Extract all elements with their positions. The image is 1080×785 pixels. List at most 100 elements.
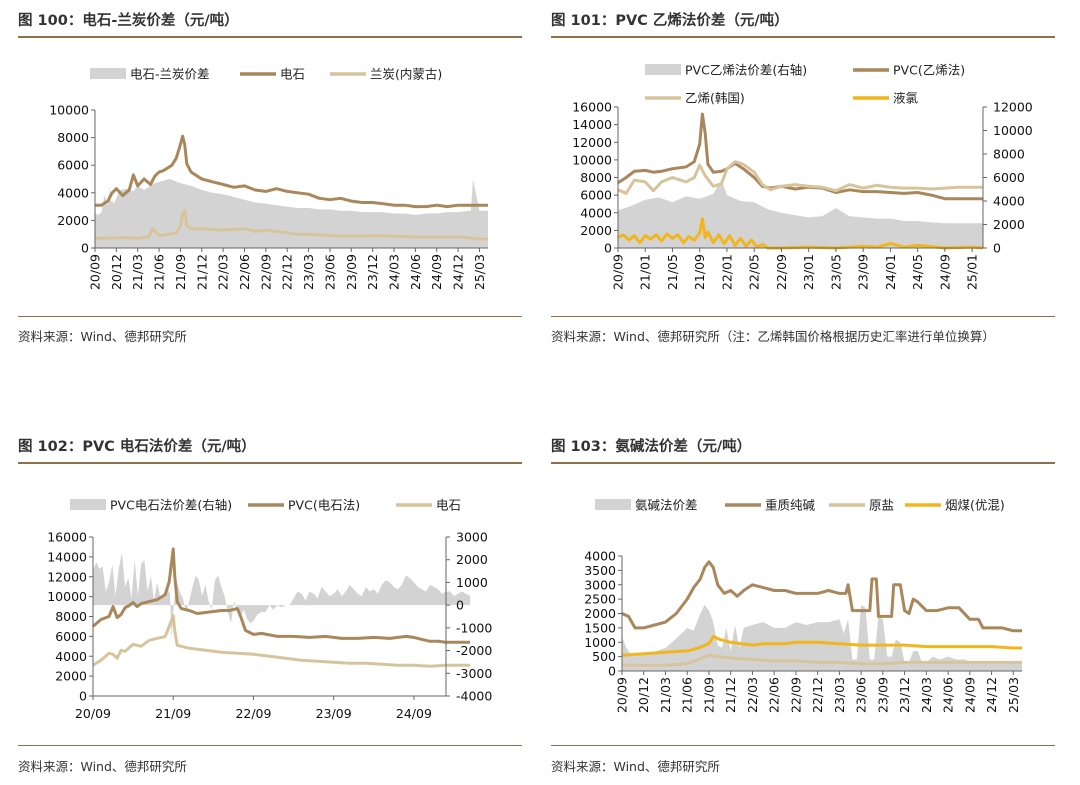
x-tick-label: 21/03 [130, 254, 145, 290]
x-tick-label: 21/12 [723, 677, 738, 713]
legend-label: 电石 [436, 498, 461, 513]
source-rule [18, 745, 522, 746]
series-line-1 [617, 112, 983, 201]
x-tick-label: 24/01 [883, 254, 898, 290]
y-tick-label: 1000 [584, 635, 616, 650]
y-tick-label: 2000 [580, 223, 612, 238]
y-tick-label: 4000 [55, 649, 87, 664]
x-tick-label: 23/05 [828, 254, 843, 290]
x-tick-label: 24/05 [910, 254, 925, 290]
legend-label: 原盐 [869, 498, 894, 513]
series-line-2 [92, 614, 471, 668]
legend-swatch [90, 68, 126, 79]
series-line-1 [95, 134, 488, 209]
x-tick-label: 22/09 [258, 254, 273, 290]
y-tick-label: 3000 [584, 577, 616, 592]
x-tick-label: 23/09 [856, 254, 871, 290]
source-rule [18, 316, 522, 317]
legend-label: PVC电石法价差(右轴) [110, 498, 232, 513]
x-tick-label: 23/09 [316, 706, 352, 721]
legend-label: 乙烯(韩国) [685, 91, 745, 106]
y2-tick-label: 2000 [993, 217, 1025, 232]
y-tick-label: 6000 [57, 158, 89, 173]
legend-swatch [595, 499, 631, 510]
figure-title: 图 103：氨碱法价差（元/吨） [551, 439, 752, 455]
series-line-2 [617, 160, 983, 195]
figure-title: 图 102：PVC 电石法价差（元/吨） [18, 439, 256, 455]
figure-title: 图 101：PVC 乙烯法价差（元/吨） [551, 13, 789, 29]
source-note: 资料来源：Wind、德邦研究所 [551, 759, 720, 774]
y-tick-label: 8000 [580, 170, 612, 185]
x-tick-label: 21/09 [173, 254, 188, 290]
title-rule [551, 36, 1055, 38]
series-line-2 [95, 209, 488, 241]
y-tick-label: 2000 [55, 669, 87, 684]
x-tick-label: 22/09 [235, 706, 271, 721]
source-note: 资料来源：Wind、德邦研究所 [18, 759, 187, 774]
x-tick-label: 22/03 [745, 677, 760, 713]
x-tick-label: 24/03 [387, 254, 402, 290]
legend-swatch [70, 499, 106, 510]
y2-tick-label: 6000 [993, 170, 1025, 185]
x-tick-label: 24/12 [984, 677, 999, 713]
x-tick-label: 23/03 [301, 254, 316, 290]
series-area-0 [618, 179, 983, 248]
legend-label: 电石-兰炭价差 [130, 67, 210, 82]
y2-tick-label: 4000 [993, 194, 1025, 209]
x-tick-label: 23/12 [365, 254, 380, 290]
series-area-0 [622, 604, 1022, 671]
legend-label: 兰炭(内蒙古) [370, 67, 442, 82]
title-rule [18, 462, 522, 464]
y-tick-label: 0 [79, 689, 87, 704]
series-area-0 [93, 552, 471, 640]
y-tick-label: 4000 [580, 205, 612, 220]
x-tick-label: 24/09 [937, 254, 952, 290]
source-note: 资料来源：Wind、德邦研究所 [18, 329, 187, 344]
y-tick-label: 500 [592, 649, 616, 664]
y-tick-label: 16000 [47, 530, 87, 545]
legend-label: 液氯 [893, 91, 919, 106]
x-tick-label: 25/03 [472, 254, 487, 290]
x-tick-label: 22/12 [280, 254, 295, 290]
x-tick-label: 20/09 [611, 254, 626, 290]
x-tick-label: 22/05 [747, 254, 762, 290]
legend-label: PVC(乙烯法) [893, 63, 965, 78]
legend-label: 氨碱法价差 [635, 498, 698, 513]
y-tick-label: 14000 [572, 117, 612, 132]
x-tick-label: 22/06 [767, 677, 782, 713]
legend-label: 电石 [280, 67, 305, 82]
y2-tick-label: -3000 [456, 666, 492, 681]
x-tick-label: 20/12 [109, 254, 124, 290]
chart-pvc-ethylene-spread: 0200040006000800010000120001400016000020… [572, 63, 1033, 291]
y-tick-label: 16000 [572, 100, 612, 115]
x-tick-label: 23/09 [344, 254, 359, 290]
series-line-1 [621, 560, 1022, 633]
x-tick-label: 22/09 [774, 254, 789, 290]
y-tick-label: 3500 [584, 563, 616, 578]
x-tick-label: 21/01 [638, 254, 653, 290]
x-tick-label: 22/06 [237, 254, 252, 290]
y2-tick-label: 0 [456, 598, 464, 613]
y-tick-label: 0 [604, 241, 612, 256]
legend-swatch [645, 64, 681, 75]
y2-tick-label: 8000 [993, 147, 1025, 162]
title-rule [18, 36, 522, 38]
legend-label: 重质纯碱 [765, 498, 816, 513]
y-tick-label: 6000 [580, 188, 612, 203]
x-tick-label: 20/09 [615, 677, 630, 713]
series-line-2 [622, 653, 1022, 667]
source-note: 资料来源：Wind、德邦研究所（注：乙烯韩国价格根据历史汇率进行单位换算） [551, 329, 995, 344]
figure-100-panel: 图 100：电石-兰炭价差（元/吨） 0 2000 4000 6000 8000 1000… [18, 0, 522, 392]
x-tick-label: 22/09 [788, 677, 803, 713]
x-tick-label: 25/03 [1006, 677, 1021, 713]
x-tick-label: 21/06 [680, 677, 695, 713]
figure-103-panel: 图 103：氨碱法价差（元/吨） 0 500 1000 1500 2000 2500 300… [551, 426, 1055, 785]
x-tick-label: 20/12 [636, 677, 651, 713]
y-tick-label: 10000 [572, 152, 612, 167]
y-tick-label: 4000 [57, 185, 89, 200]
x-tick-label: 24/09 [962, 677, 977, 713]
y-tick-label: 4000 [584, 549, 616, 564]
chart-carbide-semicoke-spread: 0 2000 4000 6000 8000 10000 20/09 20/12 21/03 21/… [49, 67, 488, 290]
series-line-3 [617, 217, 984, 250]
